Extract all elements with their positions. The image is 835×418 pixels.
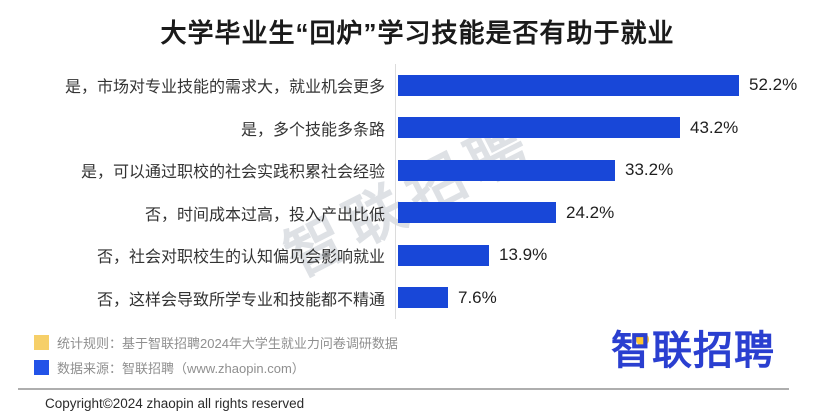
bar-zone: 52.2% bbox=[395, 64, 835, 107]
bar bbox=[398, 159, 615, 181]
category-label: 否，时间成本过高，投入产出比低 bbox=[144, 206, 385, 224]
category-label: 否，这样会导致所学专业和技能都不精通 bbox=[96, 291, 385, 309]
source-legend: 统计规则：基于智联招聘2024年大学生就业力问卷调研数据 数据来源：智联招聘（ww… bbox=[34, 330, 398, 380]
bar-zone: 7.6% bbox=[395, 276, 835, 319]
legend-label: 统计规则：基于智联招聘2024年大学生就业力问卷调研数据 bbox=[57, 336, 398, 351]
copyright-text: Copyright©2024 zhaopin all rights reserv… bbox=[45, 396, 305, 411]
bar bbox=[398, 117, 680, 139]
value-label: 7.6% bbox=[458, 287, 497, 307]
legend-label: 数据来源：智联招聘（www.zhaopin.com） bbox=[57, 361, 305, 376]
chart-row: 否，时间成本过高，投入产出比低 24.2% bbox=[0, 191, 835, 234]
legend-swatch bbox=[34, 335, 49, 350]
legend-row: 数据来源：智联招聘（www.zhaopin.com） bbox=[34, 355, 398, 380]
zhaopin-logo: 智联招聘 bbox=[611, 331, 775, 371]
category-label: 是，可以通过职校的社会实践积累社会经验 bbox=[80, 164, 385, 182]
chart-row: 是，多个技能多条路 43.2% bbox=[0, 106, 835, 149]
chart-row: 是，可以通过职校的社会实践积累社会经验 33.2% bbox=[0, 149, 835, 192]
bar-zone: 43.2% bbox=[395, 106, 835, 149]
value-label: 13.9% bbox=[499, 245, 548, 265]
logo-text: 智联招聘 bbox=[611, 329, 775, 373]
bar bbox=[398, 287, 448, 309]
bar bbox=[398, 74, 739, 96]
chart-row: 否，社会对职校生的认知偏见会影响就业 13.9% bbox=[0, 234, 835, 277]
bar-chart: 是，市场对专业技能的需求大，就业机会更多 52.2% 是，多个技能多条路 43.2% 是… bbox=[0, 64, 835, 319]
category-label: 是，市场对专业技能的需求大，就业机会更多 bbox=[64, 79, 385, 97]
divider-line bbox=[18, 388, 789, 390]
chart-row: 是，市场对专业技能的需求大，就业机会更多 52.2% bbox=[0, 64, 835, 107]
bar bbox=[398, 244, 489, 266]
legend-swatch bbox=[34, 360, 49, 375]
value-label: 24.2% bbox=[566, 202, 615, 222]
legend-row: 统计规则：基于智联招聘2024年大学生就业力问卷调研数据 bbox=[34, 330, 398, 355]
value-label: 43.2% bbox=[690, 117, 739, 137]
value-label: 33.2% bbox=[625, 160, 674, 180]
bar-zone: 13.9% bbox=[395, 234, 835, 277]
chart-title: 大学毕业生“回炉”学习技能是否有助于就业 bbox=[160, 18, 675, 48]
chart-row: 否，这样会导致所学专业和技能都不精通 7.6% bbox=[0, 276, 835, 319]
category-label: 否，社会对职校生的认知偏见会影响就业 bbox=[96, 249, 385, 267]
logo-yellow-dot-icon bbox=[636, 333, 649, 346]
value-label: 52.2% bbox=[749, 75, 798, 95]
bar bbox=[398, 202, 556, 224]
bar-zone: 33.2% bbox=[395, 149, 835, 192]
category-label: 是，多个技能多条路 bbox=[240, 121, 385, 139]
bar-zone: 24.2% bbox=[395, 191, 835, 234]
